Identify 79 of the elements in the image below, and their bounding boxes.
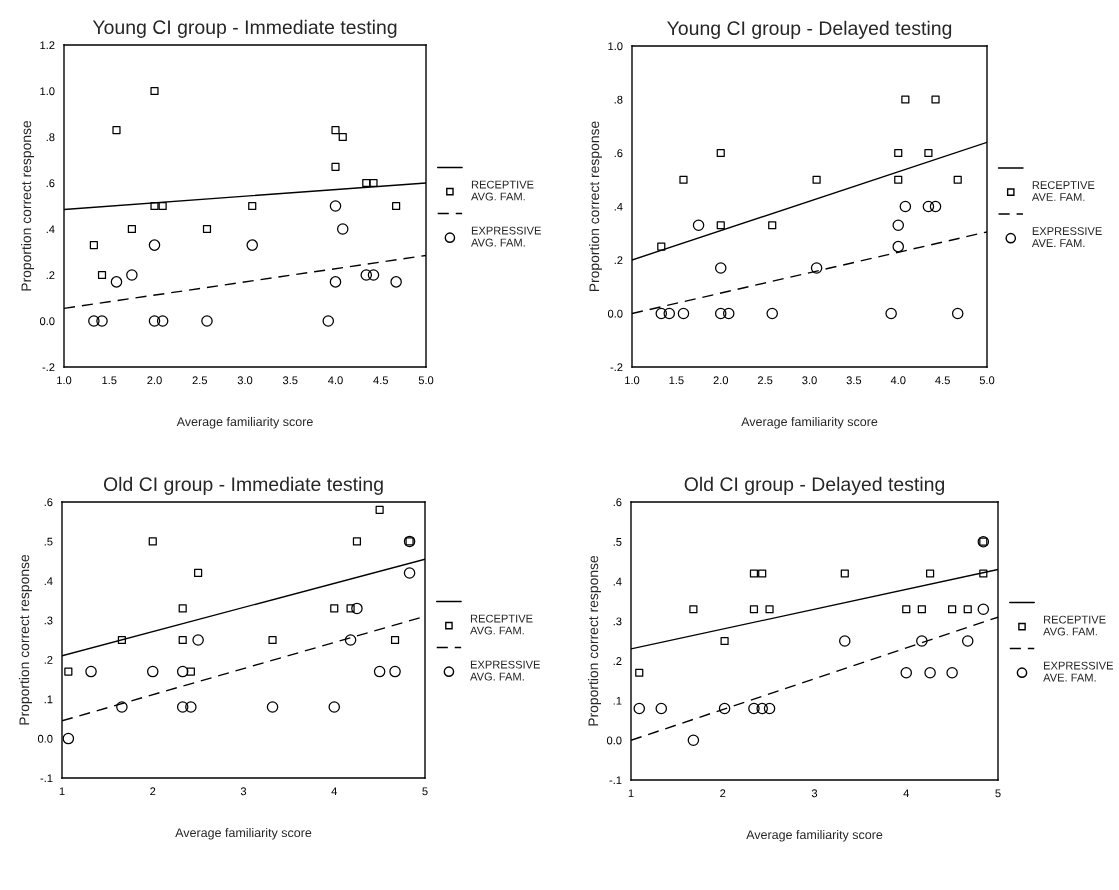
y-tick-label: 1.0	[608, 42, 623, 51]
x-tick-label: 4.0	[890, 376, 906, 385]
x-tick-label: 4	[331, 787, 338, 796]
x-tick-label: 3.0	[802, 376, 817, 385]
x-tick-label: 3	[240, 787, 247, 796]
chart-title: Young CI group - Delayed testing	[667, 20, 952, 39]
x-tick-label: 1	[59, 787, 65, 796]
x-tick-label: 1.0	[57, 376, 72, 385]
y-tick-label: .5	[44, 537, 53, 546]
y-tick-label: .4	[46, 225, 55, 234]
x-tick-label: 4.5	[373, 376, 389, 385]
legend-label: EXPRESSIVE AVE. FAM.	[1043, 661, 1114, 682]
y-tick-label: 0.0	[37, 734, 53, 743]
y-tick-label: 1.2	[40, 41, 55, 50]
x-tick-label: 4.5	[935, 376, 950, 385]
x-tick-label: 3	[811, 789, 818, 798]
y-tick-label: 0.0	[39, 317, 55, 326]
x-tick-label: 1.0	[625, 376, 640, 385]
y-tick-label: .2	[44, 655, 53, 664]
y-tick-label: -.1	[40, 774, 53, 783]
y-tick-label: -.2	[610, 363, 623, 372]
x-tick-label: 2.0	[713, 376, 729, 385]
y-tick-label: .3	[613, 617, 622, 626]
legend-label: RECEPTIVE AVG. FAM.	[1043, 615, 1106, 636]
x-axis-title: Average familiarity score	[176, 416, 313, 429]
y-tick-label: .2	[614, 256, 623, 265]
y-axis-title: Proportion correct response	[19, 554, 32, 725]
y-tick-label: .2	[46, 271, 55, 280]
legend-label: EXPRESSIVE AVE. FAM.	[1031, 227, 1102, 247]
x-tick-label: 2.5	[757, 376, 773, 385]
y-tick-label: 0.0	[607, 309, 623, 318]
legend-label: RECEPTIVE AVG. FAM.	[470, 614, 533, 635]
x-tick-label: 4	[903, 789, 910, 798]
x-tick-label: 1.5	[669, 376, 684, 385]
y-tick-label: .2	[613, 657, 622, 665]
x-tick-label: 4.0	[328, 376, 343, 385]
y-tick-label: .6	[614, 149, 623, 158]
y-tick-label: .1	[44, 695, 53, 704]
chart-title: Old CI group - Delayed testing	[684, 476, 945, 495]
x-tick-label: 3.0	[237, 376, 253, 385]
x-tick-label: 5.0	[979, 376, 995, 385]
y-tick-label: -.1	[609, 776, 622, 785]
x-axis-title: Average familiarity score	[746, 829, 883, 842]
y-tick-label: .4	[614, 202, 623, 211]
chart-title: Young CI group - Immediate testing	[92, 19, 397, 38]
legend-label: EXPRESSIVE AVG. FAM.	[471, 226, 541, 247]
y-tick-label: .5	[613, 538, 622, 546]
x-tick-label: 3.5	[846, 376, 862, 385]
y-tick-label: .4	[613, 577, 622, 586]
x-tick-label: 5.0	[418, 376, 434, 385]
x-tick-label: 2.5	[192, 376, 208, 385]
y-tick-label: .3	[44, 616, 53, 625]
y-tick-label: .8	[614, 95, 623, 104]
y-tick-label: .6	[44, 498, 53, 507]
x-tick-label: 3.5	[282, 376, 298, 385]
legend-label: RECEPTIVE AVG. FAM.	[471, 180, 534, 201]
y-tick-label: .6	[613, 498, 622, 507]
x-axis-title: Average familiarity score	[741, 416, 878, 429]
x-tick-label: 1	[628, 789, 634, 798]
y-tick-label: 1.0	[40, 87, 55, 96]
y-axis-title: Proportion correct response	[21, 120, 34, 291]
y-tick-label: .6	[46, 179, 55, 188]
x-tick-label: 2	[150, 787, 156, 796]
y-axis-title: Proportion correct response	[589, 121, 602, 292]
y-tick-label: -.2	[42, 363, 55, 372]
y-axis-title: Proportion correct response	[588, 555, 601, 726]
x-tick-label: 1.5	[102, 376, 117, 385]
y-tick-label: 0.0	[606, 736, 622, 745]
legend-label: EXPRESSIVE AVG. FAM.	[470, 660, 540, 681]
legend-label: RECEPTIVE AVE. FAM.	[1031, 181, 1095, 201]
x-axis-title: Average familiarity score	[175, 827, 312, 840]
chart-title: Old CI group - Immediate testing	[103, 476, 383, 495]
x-tick-label: 5	[422, 787, 428, 796]
y-tick-label: .8	[46, 133, 55, 142]
x-tick-label: 2.0	[147, 376, 162, 385]
x-tick-label: 5	[995, 789, 1001, 798]
y-tick-label: .1	[613, 696, 622, 705]
x-tick-label: 2	[720, 789, 726, 798]
y-tick-label: .4	[44, 577, 53, 585]
